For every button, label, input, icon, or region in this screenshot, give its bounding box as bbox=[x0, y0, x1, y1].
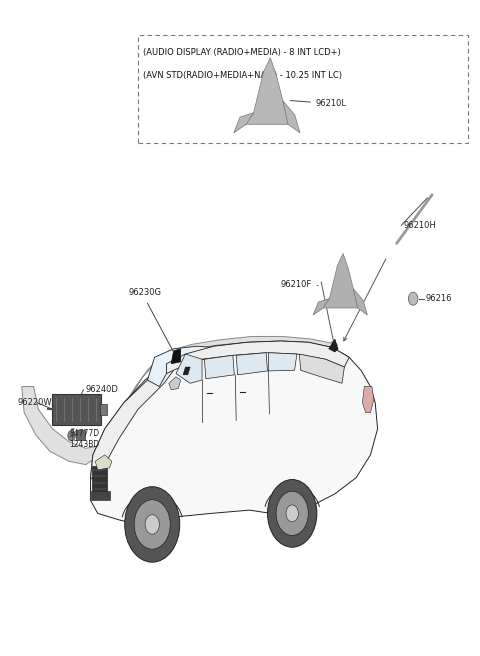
Text: 96210L: 96210L bbox=[290, 99, 347, 108]
Polygon shape bbox=[313, 298, 329, 315]
Polygon shape bbox=[204, 356, 234, 379]
Polygon shape bbox=[91, 364, 174, 481]
Circle shape bbox=[125, 487, 180, 562]
Polygon shape bbox=[268, 353, 297, 371]
Text: (AUDIO DISPLAY (RADIO+MEDIA) - 8 INT LCD+): (AUDIO DISPLAY (RADIO+MEDIA) - 8 INT LCD… bbox=[143, 49, 340, 57]
Bar bbox=[92, 466, 107, 492]
Polygon shape bbox=[183, 367, 190, 375]
Text: 96230G: 96230G bbox=[129, 288, 161, 297]
Polygon shape bbox=[96, 455, 112, 470]
Polygon shape bbox=[329, 339, 338, 352]
Polygon shape bbox=[147, 346, 214, 386]
Text: 96216: 96216 bbox=[425, 295, 452, 303]
Circle shape bbox=[145, 515, 159, 534]
Polygon shape bbox=[236, 353, 267, 375]
Polygon shape bbox=[362, 386, 374, 413]
Text: 96210F: 96210F bbox=[280, 280, 318, 289]
Polygon shape bbox=[353, 289, 367, 315]
Polygon shape bbox=[91, 341, 378, 528]
Polygon shape bbox=[246, 58, 288, 124]
Circle shape bbox=[134, 500, 170, 549]
Bar bbox=[100, 404, 107, 415]
Polygon shape bbox=[234, 113, 253, 133]
Circle shape bbox=[286, 505, 299, 522]
Polygon shape bbox=[169, 377, 180, 390]
Text: 96220W: 96220W bbox=[17, 398, 52, 407]
Circle shape bbox=[68, 430, 75, 441]
Circle shape bbox=[276, 491, 308, 535]
Polygon shape bbox=[300, 354, 344, 383]
Text: 96240D: 96240D bbox=[86, 385, 119, 394]
Polygon shape bbox=[283, 100, 300, 133]
Bar bbox=[138, 35, 468, 142]
Polygon shape bbox=[167, 341, 349, 373]
Circle shape bbox=[267, 480, 317, 547]
Circle shape bbox=[408, 292, 418, 305]
Polygon shape bbox=[324, 253, 358, 308]
Text: 84777D
1243BD: 84777D 1243BD bbox=[69, 429, 99, 449]
Bar bbox=[91, 491, 109, 501]
Polygon shape bbox=[22, 337, 337, 464]
Polygon shape bbox=[76, 430, 85, 440]
Polygon shape bbox=[171, 349, 180, 364]
Polygon shape bbox=[176, 354, 202, 383]
Text: (AVN STD(RADIO+MEDIA+NAVI) - 10.25 INT LC): (AVN STD(RADIO+MEDIA+NAVI) - 10.25 INT L… bbox=[143, 71, 342, 80]
Text: 96210H: 96210H bbox=[404, 220, 436, 230]
FancyBboxPatch shape bbox=[52, 394, 100, 424]
